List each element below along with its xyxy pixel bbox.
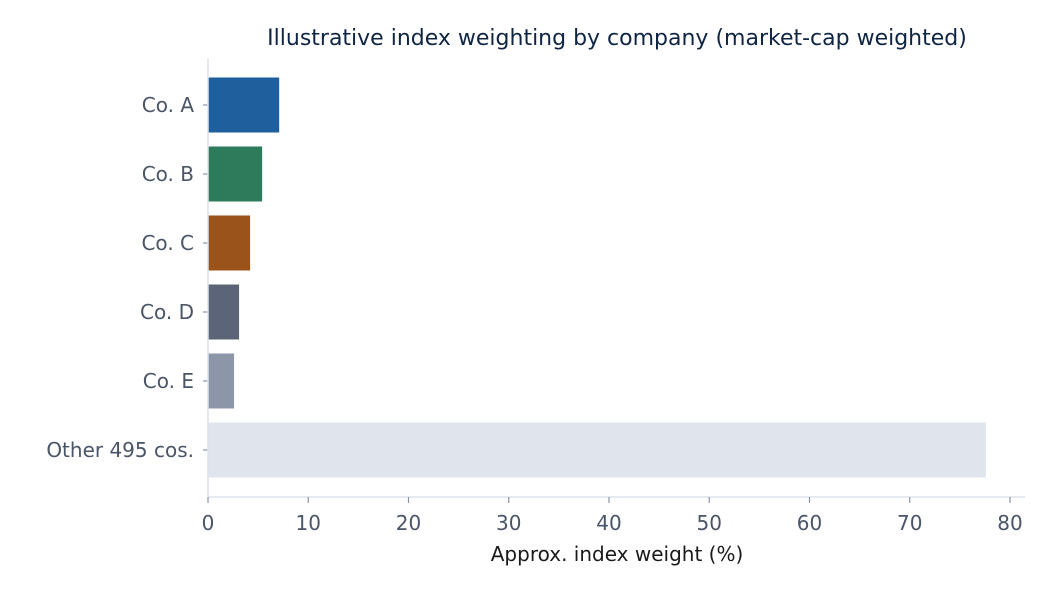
- x-tick-label: 80: [997, 511, 1022, 535]
- x-tick-label: 10: [296, 511, 321, 535]
- x-tick-label: 40: [596, 511, 621, 535]
- category-label: Co. C: [141, 231, 194, 255]
- category-labels: Co. A Co. B Co. C Co. D Co. E Other 495 cos.: [46, 93, 208, 462]
- bars-group: [208, 77, 986, 478]
- x-tick-label: 70: [897, 511, 922, 535]
- x-tick-label: 0: [202, 511, 215, 535]
- bar-co-e: [208, 353, 235, 409]
- bar-co-d: [208, 284, 240, 340]
- category-label: Co. A: [142, 93, 195, 117]
- bar-co-a: [208, 77, 280, 133]
- chart-title: Illustrative index weighting by company …: [267, 26, 967, 51]
- category-label: Co. E: [143, 369, 194, 393]
- x-ticks: 0 10 20 30 40 50 60 70 80: [202, 497, 1023, 535]
- category-label: Co. D: [140, 300, 194, 324]
- x-tick-label: 20: [396, 511, 421, 535]
- x-tick-label: 50: [697, 511, 722, 535]
- bar-other-495-cos: [208, 422, 986, 478]
- x-axis-label: Approx. index weight (%): [491, 542, 744, 566]
- x-tick-label: 60: [797, 511, 822, 535]
- bar-co-b: [208, 146, 263, 202]
- category-label: Other 495 cos.: [46, 438, 194, 462]
- category-label: Co. B: [142, 162, 194, 186]
- x-tick-label: 30: [496, 511, 521, 535]
- bar-co-c: [208, 215, 251, 271]
